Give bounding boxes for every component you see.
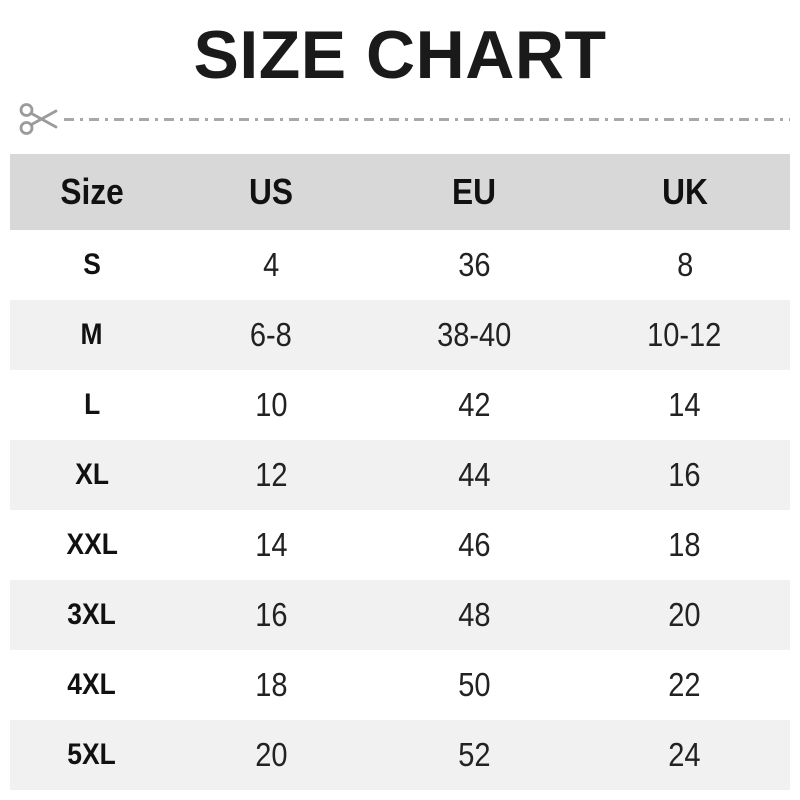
uk-cell: 16 — [668, 456, 701, 493]
uk-cell: 14 — [668, 386, 701, 423]
uk-cell: 8 — [676, 246, 693, 283]
us-cell: 20 — [255, 736, 288, 773]
us-cell: 12 — [255, 456, 288, 493]
table-row: 4XL 18 50 22 — [10, 650, 790, 720]
size-cell: XXL — [66, 528, 118, 561]
eu-cell: 36 — [457, 246, 491, 283]
us-cell: 6-8 — [250, 316, 293, 353]
us-cell: 14 — [255, 526, 288, 563]
eu-cell: 50 — [457, 666, 491, 703]
size-cell: S — [83, 248, 101, 281]
uk-cell: 18 — [668, 526, 701, 563]
size-cell: 4XL — [67, 668, 117, 701]
size-cell: 5XL — [67, 738, 117, 771]
cut-line — [18, 100, 790, 138]
us-cell: 16 — [255, 596, 288, 633]
page-title: SIZE CHART — [193, 17, 607, 93]
table-row: S 4 36 8 — [10, 230, 790, 300]
table-row: M 6-8 38-40 10-12 — [10, 300, 790, 370]
header-cell-size: Size — [60, 171, 124, 212]
dashed-cut-line — [64, 117, 790, 121]
table-row: XL 12 44 16 — [10, 440, 790, 510]
table-row: 3XL 16 48 20 — [10, 580, 790, 650]
us-cell: 18 — [255, 666, 288, 703]
uk-cell: 20 — [668, 596, 701, 633]
eu-cell: 42 — [457, 386, 491, 423]
table-header-row: Size US EU UK — [10, 154, 790, 230]
header-cell-uk: UK — [661, 171, 708, 212]
eu-cell: 38-40 — [436, 316, 512, 353]
scissors-icon — [19, 103, 58, 135]
uk-cell: 10-12 — [647, 316, 722, 353]
table-body: S 4 36 8 M 6-8 38-40 10-12 L 10 42 14 XL… — [10, 230, 790, 790]
eu-cell: 48 — [457, 596, 491, 633]
size-cell: L — [83, 388, 100, 421]
size-cell: XL — [75, 458, 109, 491]
table-row: L 10 42 14 — [10, 370, 790, 440]
header-cell-us: US — [249, 171, 294, 212]
uk-cell: 24 — [668, 736, 701, 773]
header-cell-eu: EU — [452, 171, 497, 212]
eu-cell: 52 — [457, 736, 491, 773]
size-table: Size US EU UK S 4 36 8 M 6-8 38-40 10-12… — [10, 154, 790, 790]
uk-cell: 22 — [668, 666, 701, 703]
us-cell: 10 — [255, 386, 288, 423]
us-cell: 4 — [263, 246, 280, 283]
size-cell: 3XL — [67, 598, 117, 631]
eu-cell: 46 — [457, 526, 491, 563]
table-row: XXL 14 46 18 — [10, 510, 790, 580]
size-cell: M — [80, 318, 103, 351]
table-row: 5XL 20 52 24 — [10, 720, 790, 790]
eu-cell: 44 — [457, 456, 491, 493]
